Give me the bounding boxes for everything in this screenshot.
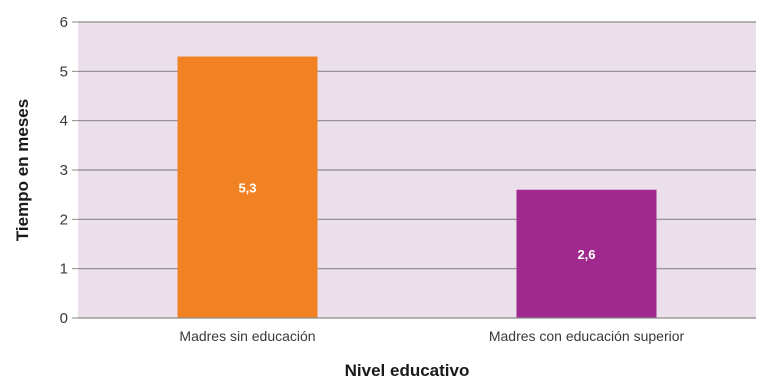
y-tick-label: 1: [60, 261, 68, 278]
bar-data-label: 2,6: [577, 247, 595, 262]
y-tick-label: 3: [60, 162, 68, 179]
bars: [177, 56, 657, 319]
x-axis-categories: Madres sin educación Madres con educación…: [179, 328, 684, 344]
y-tick-label: 6: [60, 14, 68, 31]
y-tick-label: 2: [60, 211, 68, 228]
y-tick-label: 4: [60, 113, 68, 130]
y-axis-title: Tiempo en meses: [13, 99, 32, 241]
bar-data-label: 5,3: [238, 180, 256, 195]
bar: [516, 189, 657, 318]
y-tick-label: 5: [60, 63, 68, 80]
bar: [177, 56, 318, 319]
y-axis-ticks: 0 1 2 3 4 5 6: [60, 14, 78, 327]
data-labels: 5,3 2,6: [238, 180, 595, 262]
x-axis-title: Nivel educativo: [345, 361, 470, 379]
x-category-label: Madres con educación superior: [489, 328, 685, 344]
y-tick-label: 0: [60, 310, 68, 327]
x-category-label: Madres sin educación: [179, 328, 315, 344]
